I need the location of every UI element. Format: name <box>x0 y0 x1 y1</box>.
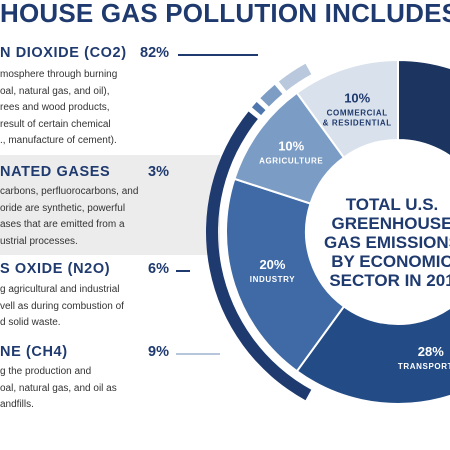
gas-share-ring <box>205 63 312 401</box>
co2-desc-line: rees and wood products, <box>0 102 110 114</box>
gas-share-segment <box>260 84 283 107</box>
fluorinated-desc-line: ustrial processes. <box>0 235 78 247</box>
co2-desc-line: ., manufacture of cement). <box>0 135 117 147</box>
center-title-line: BY ECONOMIC <box>331 252 450 271</box>
ch4-leader-line <box>176 353 220 355</box>
fluorinated-desc-line: ases that are emitted from a <box>0 219 125 231</box>
sector-percent-label: 10% <box>278 138 304 153</box>
co2-desc-line: mosphere through burning <box>0 69 118 80</box>
sector-slice <box>397 58 450 158</box>
page-title: HOUSE GAS POLLUTION INCLUDES <box>0 0 450 28</box>
co2-desc-line: result of certain chemical <box>0 118 111 130</box>
center-title-line: SECTOR IN 201 <box>329 271 450 290</box>
sector-slice <box>295 58 399 159</box>
sector-percent-label: 28% <box>418 344 444 359</box>
fluorinated-block <box>0 155 220 255</box>
sector-name-label: INDUSTRY <box>250 275 295 284</box>
n2o-name: S OXIDE (N2O) <box>0 261 111 277</box>
gas-share-segment <box>251 102 266 116</box>
sector-name-label: AGRICULTURE <box>259 156 323 165</box>
center-title-line: GAS EMISSIONS <box>324 233 450 252</box>
center-title-line: GREENHOUSE <box>332 214 450 233</box>
sector-name-label: & RESIDENTIAL <box>323 118 392 127</box>
sector-name-label: TRANSPORTAT <box>398 362 450 371</box>
ch4-desc-line: andfills. <box>0 399 34 411</box>
fluorinated-percent: 3% <box>148 164 169 180</box>
co2-leader-line <box>178 54 258 56</box>
sector-labels: 32%ELECTRI28%TRANSPORTAT20%INDUSTRY10%AG… <box>250 90 450 370</box>
gas-share-segment <box>205 111 312 401</box>
n2o-leader-line <box>176 270 190 272</box>
fluorinated-name: NATED GASES <box>0 164 111 180</box>
ch4-name: NE (CH4) <box>0 344 68 360</box>
co2-percent: 82% <box>140 45 170 61</box>
n2o-percent: 6% <box>148 261 169 277</box>
ch4-percent: 9% <box>148 344 169 360</box>
co2-desc-line: oal, natural gas, and oil), <box>0 85 110 97</box>
fluorinated-desc-line: oride are synthetic, powerful <box>0 202 126 214</box>
ch4-description: g the production and oal, natural gas, a… <box>0 364 117 414</box>
co2-name: N DIOXIDE (CO2) <box>0 45 127 61</box>
n2o-desc-line: d solid waste. <box>0 317 61 329</box>
n2o-desc-line: vell as during combustion of <box>0 300 124 312</box>
gas-share-segment <box>278 63 312 91</box>
co2-description: mosphere through burning oal, natural ga… <box>0 67 117 150</box>
donut-hole <box>306 140 450 324</box>
ch4-desc-line: g the production and <box>0 366 92 377</box>
fluorinated-description: carbons, perfluorocarbons, and oride are… <box>0 184 138 250</box>
fluorinated-desc-line: carbons, perfluorocarbons, and <box>0 186 139 197</box>
center-title-line: TOTAL U.S. <box>346 195 439 214</box>
n2o-description: g agricultural and industrial vell as du… <box>0 282 124 332</box>
ch4-desc-line: oal, natural gas, and oil as <box>0 382 117 394</box>
sector-percent-label: 20% <box>259 257 285 272</box>
sector-slices <box>225 58 450 405</box>
sector-percent-label: 10% <box>344 90 370 105</box>
n2o-desc-line: g agricultural and industrial <box>0 284 120 295</box>
sector-name-label: COMMERCIAL <box>327 108 388 117</box>
